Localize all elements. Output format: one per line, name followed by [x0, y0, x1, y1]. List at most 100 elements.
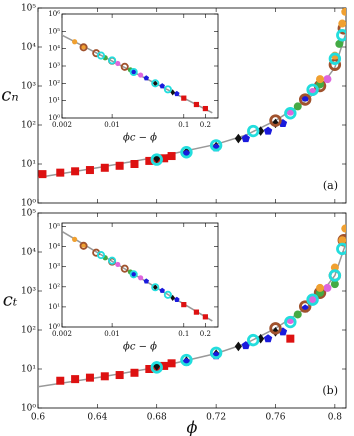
marker: [298, 93, 312, 106]
marker: [85, 373, 94, 382]
marker: [160, 154, 169, 163]
marker: [284, 107, 297, 120]
marker: [306, 83, 319, 96]
marker: [129, 270, 138, 279]
marker: [241, 134, 250, 143]
marker: [298, 300, 312, 313]
y-tick-label: 10⁵: [48, 27, 60, 35]
marker: [151, 79, 160, 88]
y-tick-label: 10⁴: [21, 248, 36, 258]
y-tick-label: 10³: [21, 287, 36, 297]
y-tick-label: 10⁴: [48, 243, 60, 251]
marker: [79, 241, 88, 250]
y-tick-label: 10⁴: [21, 43, 36, 53]
marker: [115, 261, 121, 268]
y-tick-label: 10³: [48, 62, 60, 70]
marker: [341, 8, 346, 16]
y-tick-label: 10⁰: [48, 114, 60, 122]
y-tick-label: 10⁵: [48, 223, 60, 231]
y-tick-label: 10⁶: [48, 10, 60, 18]
marker: [202, 314, 208, 320]
y-tick-label: 10⁰: [48, 323, 60, 331]
marker: [167, 152, 176, 161]
y-axis-label: cₜ: [3, 290, 18, 311]
marker: [330, 280, 339, 289]
marker: [159, 83, 165, 89]
y-tick-label: 10⁴: [48, 45, 60, 53]
marker: [160, 361, 169, 370]
y-tick-label: 10²: [48, 79, 60, 87]
y-tick-label: 10³: [48, 263, 60, 271]
marker: [341, 224, 346, 233]
y-tick-label: 10¹: [21, 160, 36, 170]
marker: [152, 80, 158, 87]
marker: [338, 236, 346, 245]
x-tick-label: 0.8: [328, 413, 343, 423]
marker: [56, 168, 65, 177]
marker: [323, 75, 332, 84]
marker: [130, 271, 137, 277]
marker: [181, 302, 187, 308]
inset-x-label: ϕc − ϕ: [123, 133, 157, 144]
marker: [138, 275, 144, 281]
marker: [150, 361, 163, 374]
marker: [247, 124, 260, 138]
x-tick-label: 0.002: [52, 121, 72, 129]
marker: [96, 251, 106, 260]
marker: [269, 114, 282, 127]
marker: [247, 333, 260, 347]
marker: [115, 60, 121, 67]
marker: [269, 322, 282, 335]
y-tick-label: 10⁰: [21, 199, 36, 209]
panel-label: (b): [322, 384, 338, 397]
marker: [286, 334, 295, 343]
marker: [130, 368, 139, 377]
marker: [306, 293, 319, 306]
x-tick-label: 0.64: [87, 413, 107, 423]
y-tick-label: 10¹: [21, 365, 36, 375]
marker: [100, 163, 109, 172]
marker: [284, 315, 297, 329]
marker: [308, 295, 317, 304]
marker: [174, 90, 180, 97]
marker: [150, 153, 163, 166]
marker: [71, 167, 80, 176]
marker: [115, 161, 124, 170]
x-tick-label: 0.01: [104, 330, 120, 338]
x-tick-label: 0.68: [147, 413, 167, 423]
marker: [293, 102, 302, 111]
x-tick-label: 0.1: [178, 121, 189, 129]
marker: [316, 283, 325, 292]
marker: [293, 310, 302, 319]
marker: [72, 39, 78, 45]
marker: [163, 290, 172, 299]
marker: [143, 278, 150, 284]
marker: [336, 29, 346, 42]
marker: [38, 170, 47, 179]
marker: [167, 359, 176, 368]
marker: [174, 296, 180, 302]
y-tick-label: 10⁵: [21, 209, 36, 219]
panel-label: (a): [323, 179, 338, 192]
marker: [257, 126, 265, 136]
x-tick-label: 0.72: [206, 413, 226, 423]
marker: [170, 89, 176, 96]
y-tick-label: 10⁵: [21, 4, 36, 14]
marker: [181, 95, 187, 101]
marker: [115, 371, 124, 380]
marker: [328, 58, 342, 71]
marker: [108, 256, 117, 265]
y-tick-label: 10³: [21, 82, 36, 92]
marker: [209, 346, 223, 360]
y-tick-label: 10²: [21, 326, 36, 336]
marker: [193, 101, 200, 108]
marker: [152, 284, 158, 291]
plot-frame: [61, 13, 219, 119]
y-tick-label: 10²: [21, 121, 36, 131]
marker: [79, 43, 88, 52]
marker: [130, 69, 137, 75]
marker: [159, 287, 165, 293]
marker: [129, 67, 138, 77]
y-axis-label: cₙ: [1, 85, 18, 106]
